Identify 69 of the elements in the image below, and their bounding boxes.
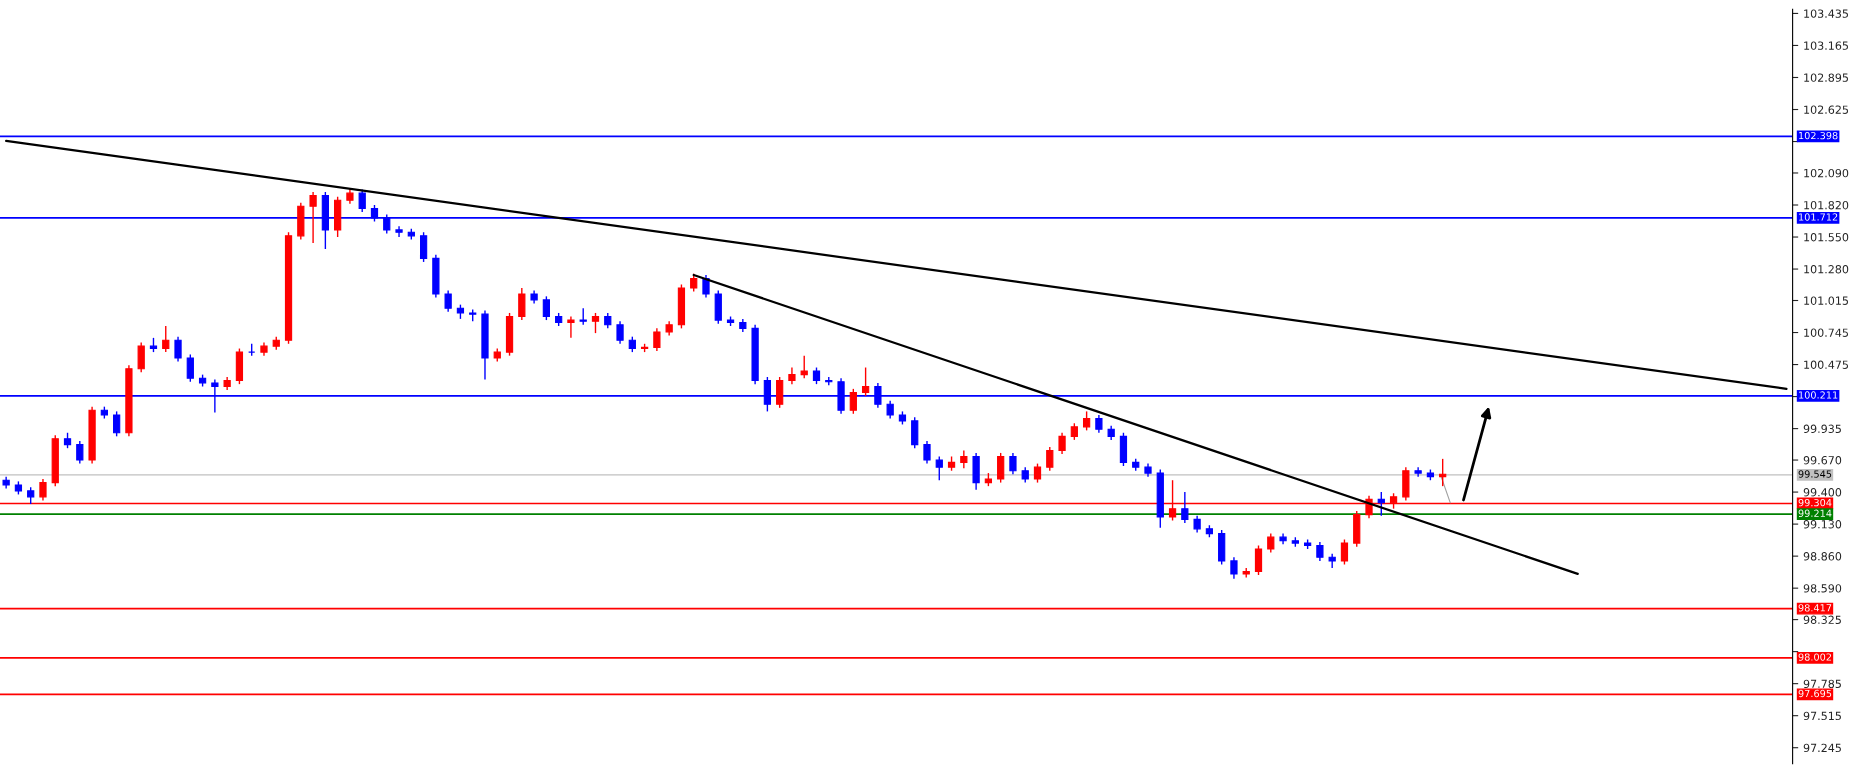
y-tick-label: 98.325	[1803, 615, 1841, 624]
y-tick-label: 99.130	[1803, 520, 1842, 529]
candlestick	[800, 354, 808, 379]
candlestick	[1230, 556, 1238, 580]
candlestick	[861, 366, 870, 397]
candlestick	[1254, 544, 1263, 576]
candlestick	[395, 225, 403, 238]
ref-line-label: 97.695	[1798, 689, 1832, 698]
y-tick-label: 102.625	[1804, 105, 1848, 114]
candlestick	[518, 287, 526, 321]
y-tick-label: 101.550	[1804, 233, 1849, 242]
ref-line-label: 99.545	[1798, 470, 1832, 478]
y-tick-label: 98.590	[1803, 584, 1842, 593]
candlestick	[1414, 466, 1422, 478]
candlestick	[419, 231, 428, 263]
candlestick	[76, 440, 84, 465]
candlestick	[1033, 462, 1042, 484]
candlestick	[923, 440, 931, 465]
ref-line-label: 99.304	[1798, 498, 1832, 507]
ref-line-label: 100.211	[1799, 391, 1838, 399]
y-tick-label: 97.515	[1803, 711, 1841, 721]
candlestick	[162, 325, 170, 353]
y-tick-label: 97.245	[1803, 743, 1841, 753]
candlestick	[997, 452, 1005, 484]
candlestick	[1340, 538, 1349, 566]
candlestick	[702, 274, 710, 299]
candlestick	[935, 455, 943, 481]
ref-line-label: 101.712	[1799, 213, 1838, 221]
candlestick	[309, 191, 317, 244]
candlestick	[1328, 553, 1336, 569]
candlestick	[911, 416, 919, 449]
candlestick	[137, 341, 145, 373]
candlestick	[444, 289, 452, 313]
candlestick	[113, 410, 121, 438]
y-tick-label: 101.015	[1804, 296, 1848, 305]
candlestick	[1316, 541, 1324, 562]
y-tick-label: 99.400	[1803, 488, 1842, 497]
candlestick	[39, 478, 47, 502]
candlestick	[616, 320, 624, 345]
candlestick	[1181, 491, 1189, 524]
ref-line-label: 99.214	[1798, 509, 1832, 517]
ref-line-label: 98.417	[1798, 604, 1832, 612]
candlestick	[542, 295, 551, 321]
y-tick-label: 103.435	[1804, 9, 1848, 18]
candlestick	[174, 335, 182, 363]
y-tick-label: 98.860	[1803, 552, 1842, 561]
y-tick-label: 100.475	[1804, 360, 1848, 369]
y-tick-label: 101.280	[1804, 265, 1849, 274]
candlestick	[776, 376, 784, 409]
candlestick	[849, 388, 857, 415]
y-tick-label: 103.165	[1804, 41, 1848, 50]
y-tick-label: 101.820	[1804, 200, 1849, 210]
candlestick	[1267, 532, 1275, 554]
candlestick	[1058, 432, 1066, 455]
candlestick	[186, 353, 194, 383]
candlestick	[591, 312, 600, 334]
y-tick-label: 100.745	[1804, 328, 1848, 337]
candlestick	[1082, 410, 1091, 432]
candlestick	[653, 327, 661, 352]
candlestick	[1046, 446, 1054, 472]
y-tick-label: 99.670	[1803, 456, 1842, 465]
ref-line-label: 98.002	[1798, 653, 1832, 661]
y-tick-label: 102.090	[1804, 168, 1849, 178]
y-tick-label: 102.895	[1804, 73, 1848, 82]
candlestick	[567, 315, 575, 339]
ref-line-label: 102.398	[1799, 131, 1838, 140]
candlestick	[1009, 452, 1017, 475]
y-tick-label: 97.785	[1803, 679, 1841, 689]
y-tick-label: 99.935	[1803, 424, 1841, 433]
